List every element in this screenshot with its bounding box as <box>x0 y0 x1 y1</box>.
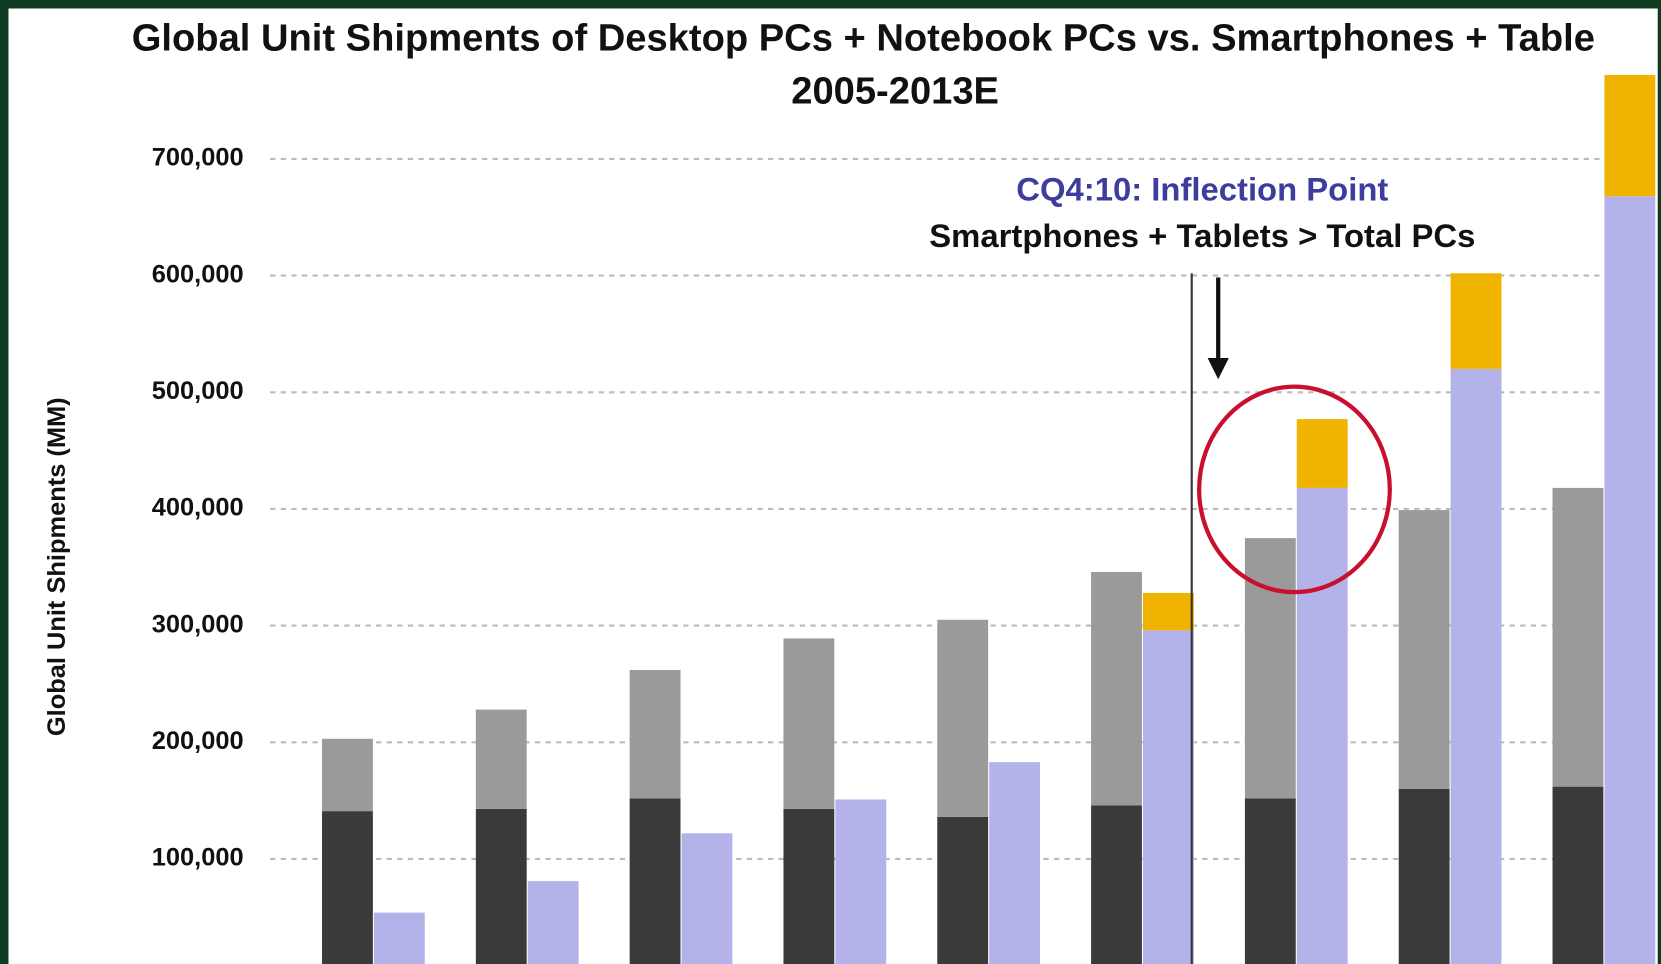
bar-segment <box>1091 805 1142 964</box>
bar-segment <box>1450 368 1502 964</box>
y-tick-label: 200,000 <box>152 727 244 755</box>
bar-segment <box>1604 74 1656 197</box>
bar-segment <box>475 808 527 964</box>
y-tick-label: 500,000 <box>152 377 244 405</box>
bar-segment <box>629 669 681 799</box>
y-tick-label: 700,000 <box>152 144 244 172</box>
y-tick-label: 400,000 <box>152 494 244 522</box>
bar-segment <box>1142 592 1194 631</box>
bar-segment <box>681 833 733 964</box>
y-tick-label: 300,000 <box>152 610 244 638</box>
bar-segment <box>1091 571 1142 806</box>
bars <box>322 74 1656 964</box>
bar-segment <box>527 881 579 964</box>
chart-subtitle: 2005-2013E <box>791 69 999 112</box>
arrow-head <box>1207 358 1229 380</box>
bar-segment <box>1296 419 1348 488</box>
highlight-circle <box>1197 384 1392 595</box>
bar-segment <box>783 808 835 964</box>
bar-segment <box>475 709 527 809</box>
bar-segment <box>1142 630 1194 964</box>
bar-segment <box>373 912 425 964</box>
y-axis-label: Global Unit Shipments (MM) <box>43 397 71 736</box>
frame <box>1657 0 1661 964</box>
bar-segment <box>1244 538 1296 799</box>
bar-segment <box>629 798 681 964</box>
bar-segment <box>937 816 989 964</box>
bar-segment <box>783 638 835 809</box>
y-tick-label: 600,000 <box>152 260 244 288</box>
bar-segment <box>1552 786 1604 964</box>
bar-segment <box>1296 487 1348 964</box>
bar-segment <box>1398 510 1450 789</box>
bar-segment <box>322 738 373 812</box>
bar-segment <box>1450 273 1502 369</box>
annotation: CQ4:10: Inflection Point <box>1016 170 1388 207</box>
bar-segment <box>989 762 1041 964</box>
bar-segment <box>937 619 989 817</box>
bar-segment <box>1552 487 1604 787</box>
bar-segment <box>1604 196 1656 964</box>
annotation: Smartphones + Tablets > Total PCs <box>929 217 1475 254</box>
bar-segment <box>1244 798 1296 964</box>
chart-title: Global Unit Shipments of Desktop PCs + N… <box>132 16 1595 59</box>
y-tick-label: 100,000 <box>152 844 244 872</box>
bar-segment <box>1398 788 1450 964</box>
bar-segment <box>322 811 373 964</box>
bar-segment <box>835 799 887 964</box>
